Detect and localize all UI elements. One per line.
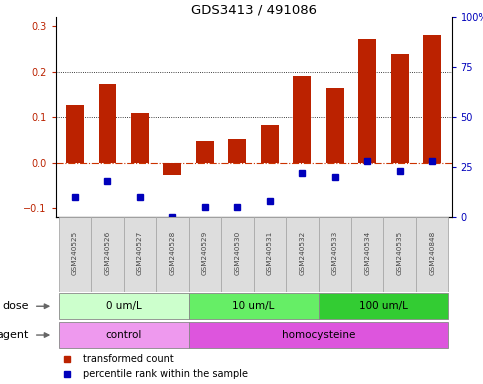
Bar [423,35,441,162]
Text: transformed count: transformed count [83,354,174,364]
Bar [318,217,351,292]
Text: GSM240532: GSM240532 [299,231,305,275]
Text: GSM240534: GSM240534 [364,231,370,275]
Bar [221,217,254,292]
Bar [59,322,189,348]
Text: GSM240525: GSM240525 [72,231,78,275]
Text: GSM240848: GSM240848 [429,231,435,275]
Text: 0 um/L: 0 um/L [106,301,142,311]
Bar [228,139,246,162]
Text: dose: dose [2,301,29,311]
Bar [59,293,189,319]
Bar [91,217,124,292]
Bar [384,217,416,292]
Bar [189,217,221,292]
Bar [163,162,181,175]
Text: GSM240528: GSM240528 [170,231,175,275]
Text: GSM240531: GSM240531 [267,231,273,275]
Bar [189,293,318,319]
Bar [318,293,448,319]
Text: GSM240530: GSM240530 [234,231,241,275]
Bar [261,125,279,162]
Bar [156,217,189,292]
Text: GSM240526: GSM240526 [104,231,111,275]
Text: GSM240535: GSM240535 [397,231,403,275]
Text: agent: agent [0,330,29,340]
Bar [293,76,311,162]
Text: GSM240529: GSM240529 [202,231,208,275]
Text: GSM240527: GSM240527 [137,231,143,275]
Bar [59,217,91,292]
Bar [326,88,344,162]
Bar [189,322,448,348]
Text: 100 um/L: 100 um/L [359,301,408,311]
Bar [66,105,84,162]
Bar [416,217,448,292]
Bar [351,217,384,292]
Bar [254,217,286,292]
Text: GSM240533: GSM240533 [332,231,338,275]
Text: homocysteine: homocysteine [282,330,355,340]
Title: GDS3413 / 491086: GDS3413 / 491086 [191,3,316,16]
Bar [196,141,214,162]
Bar [286,217,318,292]
Bar [99,84,116,162]
Text: control: control [105,330,142,340]
Bar [124,217,156,292]
Bar [131,113,149,162]
Bar [358,39,376,162]
Text: 10 um/L: 10 um/L [232,301,275,311]
Bar [391,55,409,162]
Text: percentile rank within the sample: percentile rank within the sample [83,369,248,379]
